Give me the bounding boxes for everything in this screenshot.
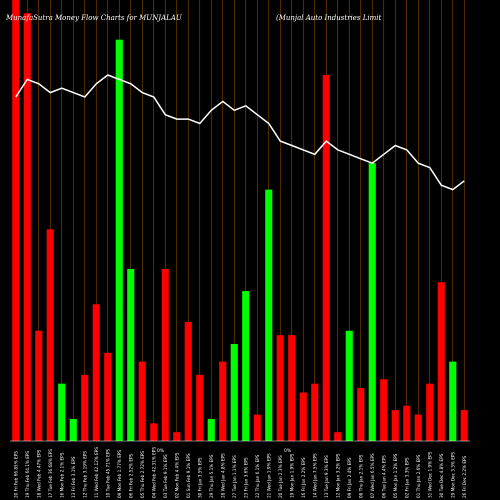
bar-30 <box>357 388 365 441</box>
tick-label-12: 04 Wed Feb 42.31% EPS <box>151 447 156 498</box>
bar-38 <box>449 361 457 441</box>
tick-label-13: 03 Tue Feb 9.1% EPS <box>163 454 168 498</box>
tick-label-39: 26 Fri Dec 2.2% EPS <box>462 455 467 498</box>
chart-title-left: MunafaSutra Money Flow Charts for MUNJAL… <box>5 14 183 22</box>
bar-2 <box>35 330 43 441</box>
tick-label-5: 13 Fri Feb 3.1% EPS <box>71 456 76 498</box>
tick-label-30: 08 Thu Jan 2.1% EPS <box>358 454 363 498</box>
tick-label-35: 01 Thu Jan 2.6% EPS <box>416 454 421 498</box>
tick-label-24: 19 Mon Jan 1.9% EPS <box>289 453 294 498</box>
tick-label-22: 21 Wed Jan 1.9% EPS <box>266 453 271 498</box>
bar-25 <box>299 392 307 441</box>
tick-label-20: 23 Fri Jan 3.6% EPS <box>243 457 248 498</box>
tick-label-37: 30 Tue Dec 4.8% EPS <box>439 453 444 498</box>
tick-label-25: 16 Fri Jan 2.2% EPS <box>301 457 306 498</box>
x-tick-labels: 20 Fri Feb 66.85% EPS 19 Thu Feb 64.1% EP… <box>13 447 467 498</box>
bar-22 <box>265 189 273 441</box>
bars <box>12 0 468 442</box>
bar-8 <box>104 352 112 441</box>
bar-5 <box>69 418 77 441</box>
bar-20 <box>242 291 250 441</box>
tick-label-38: 29 Mon Dec 3.3% EPS <box>450 452 455 498</box>
tick-label-19: 27 Tue Jan 1.1% EPS <box>232 455 237 498</box>
bar-36 <box>426 383 434 441</box>
tick-label-26: 14 Wed Jan 7.5% EPS <box>312 453 317 498</box>
tick-label-14: 02 Mon Feb 4.4% EPS <box>174 452 179 498</box>
bar-26 <box>311 383 319 441</box>
tick-label-29: 09 Fri Jan 2.4% EPS <box>347 457 352 498</box>
tick-label-34: 02 Fri Jan 3.3% EPS <box>404 457 409 498</box>
tick-label-2: 18 Wed Feb 4.47% EPS <box>36 449 41 498</box>
bar-13 <box>161 269 169 441</box>
bar-33 <box>391 410 399 441</box>
pct-label-right: 0% <box>284 448 292 454</box>
bar-9 <box>115 39 123 441</box>
bar-35 <box>414 414 422 441</box>
tick-label-36: 31 Wed Dec 1.9% EPS <box>427 451 432 498</box>
tick-label-15: 01 Sun Feb 9.1% EPS <box>186 453 191 498</box>
tick-label-32: 06 Tue Jan 4.4% EPS <box>381 455 386 498</box>
bar-39 <box>460 410 468 441</box>
tick-label-0: 20 Fri Feb 66.85% EPS <box>13 451 18 498</box>
tick-label-21: 22 Thu Jan 6.1% EPS <box>255 454 260 498</box>
bar-28 <box>334 432 342 441</box>
bar-4 <box>58 383 66 441</box>
pct-label-left: 0% <box>157 448 165 454</box>
bar-19 <box>230 343 238 441</box>
tick-label-10: 06 Fri Feb 2.52% EPS <box>128 453 133 498</box>
bar-15 <box>184 321 192 441</box>
tick-label-7: 11 Wed Feb 42.12% EPS <box>94 447 99 498</box>
bar-32 <box>380 379 388 441</box>
tick-label-33: 05 Mon Jan 1.2% EPS <box>393 453 398 498</box>
bar-0 <box>12 0 20 441</box>
bar-7 <box>92 304 100 441</box>
bar-31 <box>368 163 376 442</box>
bar-11 <box>138 361 146 441</box>
tick-label-6: 12 Thu Feb 3.19% EPS <box>82 451 87 498</box>
bar-24 <box>288 335 296 441</box>
bar-14 <box>173 432 181 441</box>
bar-1 <box>23 13 31 441</box>
chart-title-right: (Munjal Auto Industries Limit <box>276 14 382 22</box>
tick-label-28: 12 Mon Jan 3.2% EPS <box>335 453 340 498</box>
bar-34 <box>403 405 411 441</box>
tick-label-16: 30 Fri Jan 3.5% EPS <box>197 457 202 498</box>
bar-3 <box>46 229 54 441</box>
tick-label-23: 20 Tue Jan 2.3% EPS <box>278 455 283 498</box>
bar-23 <box>276 335 284 441</box>
bar-16 <box>196 374 204 441</box>
tick-label-11: 05 Thu Feb 2.72% EPS <box>140 451 145 498</box>
tick-label-18: 28 Wed Jan 4.8% EPS <box>220 453 225 498</box>
price-line <box>15 74 465 191</box>
tick-label-3: 17 Tue Feb 36.68% EPS <box>48 449 53 498</box>
price-line-path <box>15 74 465 191</box>
tick-label-1: 19 Thu Feb 64.1% EPS <box>25 451 30 498</box>
bar-17 <box>207 418 215 441</box>
bar-37 <box>437 282 445 441</box>
bar-18 <box>219 361 227 441</box>
tick-label-27: 13 Tue Jan 9.3% EPS <box>324 455 329 498</box>
tick-label-31: 07 Wed Jan 6.5% EPS <box>370 453 375 498</box>
bar-6 <box>81 374 89 441</box>
tick-label-8: 10 Tue Feb 45.71% EPS <box>105 449 110 498</box>
tick-label-9: 09 Mon Feb 1.77% EPS <box>117 450 122 498</box>
tick-label-17: 29 Thu Jan 5.1% EPS <box>209 454 214 498</box>
tick-label-4: 16 Mon Feb 2.1% EPS <box>59 452 64 498</box>
bar-12 <box>150 423 158 441</box>
bar-10 <box>127 269 135 441</box>
bar-27 <box>322 74 330 441</box>
bar-21 <box>253 414 261 441</box>
bar-29 <box>345 330 353 441</box>
